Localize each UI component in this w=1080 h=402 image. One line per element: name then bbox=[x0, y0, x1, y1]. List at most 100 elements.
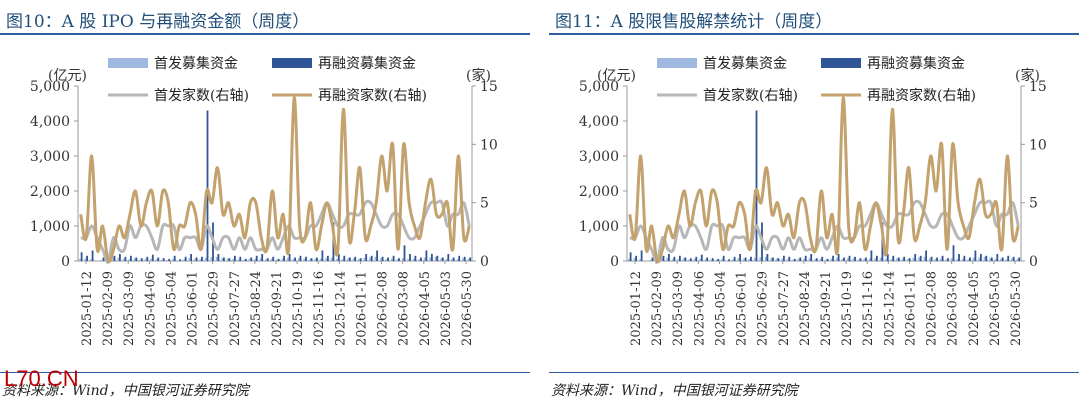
bar bbox=[797, 258, 800, 261]
bar bbox=[792, 259, 794, 261]
bar bbox=[321, 250, 324, 261]
bar bbox=[396, 259, 399, 262]
bar bbox=[679, 255, 681, 262]
bar bbox=[281, 258, 284, 261]
footer-divider bbox=[549, 372, 1079, 373]
bar bbox=[826, 258, 829, 261]
bar bbox=[117, 257, 120, 261]
x-tick-label: 2025-11-16 bbox=[312, 271, 327, 346]
x-tick-label: 2026-05-30 bbox=[460, 271, 475, 346]
bar bbox=[777, 258, 780, 261]
bar bbox=[759, 257, 762, 261]
left-tick-label: 5,000 bbox=[579, 79, 619, 95]
source-note: 资料来源：Wind，中国银河证券研究院 bbox=[551, 383, 798, 399]
bar bbox=[292, 258, 295, 261]
x-tick-label: 2025-04-06 bbox=[692, 271, 707, 346]
x-tick-label: 2025-05-04 bbox=[164, 271, 179, 346]
bar bbox=[469, 257, 472, 261]
bar bbox=[936, 257, 938, 261]
bar bbox=[925, 250, 927, 261]
bar bbox=[343, 255, 346, 262]
bar bbox=[172, 258, 174, 261]
bar bbox=[157, 257, 160, 261]
bar bbox=[462, 258, 464, 261]
bar bbox=[119, 254, 121, 261]
legend-item-0: 首发募集资金 bbox=[108, 55, 238, 72]
bar bbox=[879, 257, 882, 261]
chart-title: 图11：A 股限售股解禁统计（周度） bbox=[555, 12, 833, 32]
bar bbox=[420, 257, 422, 261]
x-tick-label: 2025-06-01 bbox=[735, 271, 750, 346]
right-tick-label: 0 bbox=[1029, 254, 1038, 270]
bar bbox=[918, 257, 920, 261]
bar bbox=[86, 255, 88, 262]
bar bbox=[908, 258, 911, 261]
bar bbox=[314, 258, 317, 261]
bar bbox=[337, 254, 340, 261]
bar bbox=[173, 255, 176, 262]
x-tick-label: 2026-05-03 bbox=[439, 271, 454, 346]
x-tick-label: 2025-07-27 bbox=[777, 271, 792, 346]
bar bbox=[726, 260, 729, 261]
bar bbox=[277, 258, 280, 261]
bar bbox=[91, 250, 94, 261]
bar bbox=[821, 256, 824, 261]
bar bbox=[673, 256, 676, 261]
bar bbox=[967, 259, 970, 262]
bar bbox=[843, 257, 845, 261]
bar bbox=[950, 258, 953, 261]
bar bbox=[223, 257, 225, 261]
line-series-1 bbox=[628, 96, 1020, 264]
x-tick-label: 2025-05-04 bbox=[713, 271, 728, 346]
right-tick-label: 5 bbox=[1029, 196, 1038, 212]
bar bbox=[958, 254, 960, 261]
left-tick-label: 4,000 bbox=[30, 114, 70, 130]
legend-swatch bbox=[108, 58, 148, 68]
legend-label: 首发募集资金 bbox=[154, 55, 238, 72]
legend-item-1: 再融资募集资金 bbox=[272, 55, 416, 72]
bar bbox=[733, 256, 736, 261]
bar bbox=[89, 259, 92, 262]
bar bbox=[1012, 256, 1015, 261]
bar bbox=[945, 259, 948, 262]
bar-series-1 bbox=[629, 110, 1021, 262]
bar bbox=[392, 255, 395, 262]
bar bbox=[244, 258, 247, 261]
bar bbox=[374, 256, 377, 261]
legend-label: 再融资募集资金 bbox=[318, 55, 416, 72]
bar bbox=[122, 258, 125, 261]
legend-swatch bbox=[272, 58, 312, 68]
bar bbox=[265, 259, 267, 262]
legend-label: 再融资募集资金 bbox=[867, 55, 965, 72]
bar bbox=[232, 258, 234, 261]
bar bbox=[963, 255, 966, 262]
bar bbox=[441, 257, 444, 261]
bar bbox=[837, 254, 840, 261]
bar bbox=[100, 259, 103, 261]
bar bbox=[195, 257, 198, 261]
bar bbox=[1000, 258, 1002, 261]
x-tick-label: 2026-05-30 bbox=[1009, 271, 1024, 346]
right-tick-label: 5 bbox=[480, 196, 489, 212]
bar bbox=[303, 258, 306, 261]
x-tick-label: 2026-03-08 bbox=[397, 271, 412, 346]
x-tick-label: 2026-04-05 bbox=[418, 271, 433, 346]
bar bbox=[974, 250, 977, 261]
x-tick-label: 2026-01-11 bbox=[354, 271, 369, 346]
left-tick-label: 1,000 bbox=[30, 219, 70, 235]
bar bbox=[874, 258, 876, 261]
bar bbox=[934, 258, 937, 261]
bar bbox=[376, 250, 378, 261]
left-tick-label: 0 bbox=[61, 254, 70, 270]
watermark-logo: L70.CN bbox=[4, 366, 79, 391]
bar bbox=[668, 254, 670, 261]
bar bbox=[239, 256, 242, 261]
panel-ipo-refinancing: 图10：A 股 IPO 与再融资金额（周度） 0 1,000 2,000 3,000 4… bbox=[0, 0, 530, 402]
bar bbox=[84, 258, 87, 261]
left-tick-label: 3,000 bbox=[30, 149, 70, 165]
legend-item-1: 再融资募集资金 bbox=[821, 55, 965, 72]
x-tick-label: 2025-12-14 bbox=[333, 271, 348, 346]
bar bbox=[783, 255, 785, 262]
bar bbox=[1016, 258, 1019, 261]
bar bbox=[788, 256, 791, 261]
